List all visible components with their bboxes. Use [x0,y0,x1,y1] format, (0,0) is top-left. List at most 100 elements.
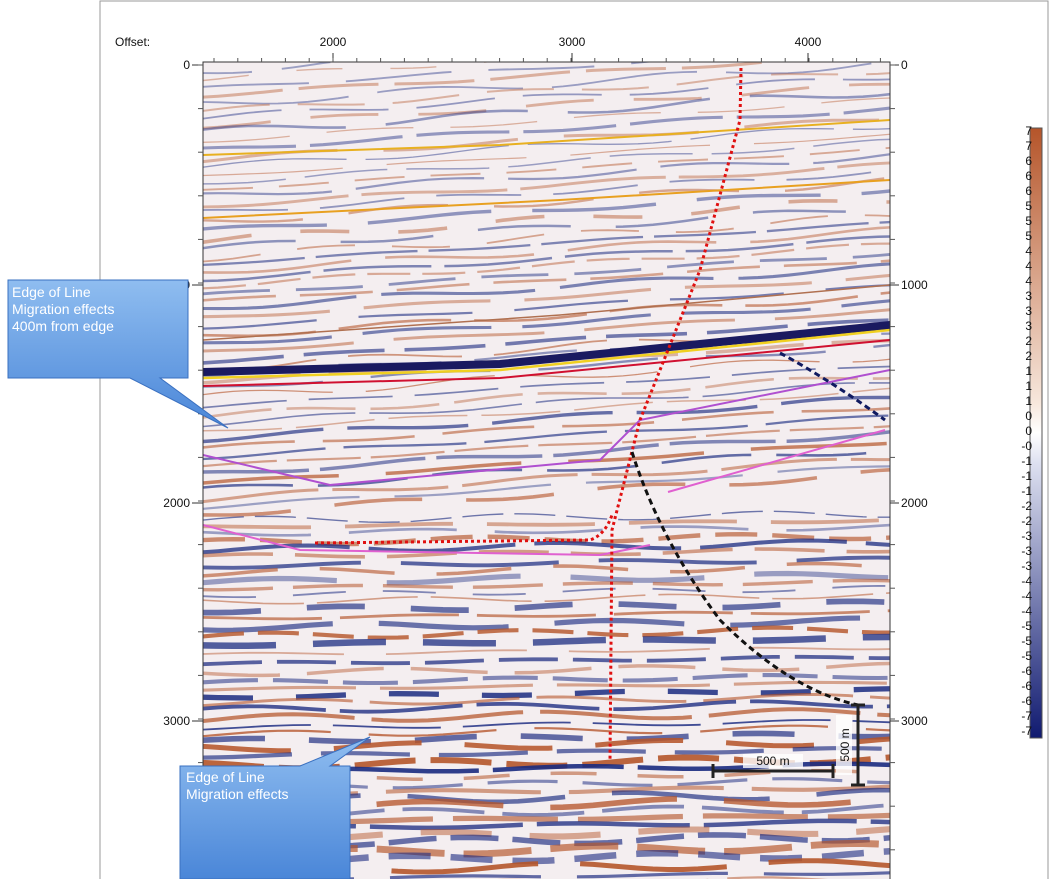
reflector [203,661,890,678]
callout-text: Migration effects [12,301,114,317]
callout-text: 400m from edge [12,318,114,334]
colorbar-label: -3 [1021,559,1032,573]
y-tick-label: 0 [183,58,190,72]
reflector [203,646,890,656]
colorbar-label: -7 [1021,724,1032,738]
colorbar-label: -1 [1021,454,1032,468]
callout-1 [7,279,229,429]
colorbar-label: 0 [1025,424,1032,438]
colorbar-label: 2 [1025,334,1032,348]
reflector [203,518,890,530]
colorbar-label: -3 [1021,529,1032,543]
colorbar-label: 1 [1025,394,1032,408]
colorbar-label: 3 [1025,304,1032,318]
reflector [203,736,890,754]
colorbar-label: -5 [1021,649,1032,663]
reflector [203,214,890,263]
colorbar-label: -6 [1021,694,1032,708]
colorbar-label: -6 [1021,679,1032,693]
reflector [203,523,890,537]
reflector [203,209,890,250]
reflector [203,92,890,131]
reflector [203,654,890,667]
x-tick-label: 4000 [795,35,822,49]
colorbar [1029,127,1043,739]
colorbar-label: 2 [1025,349,1032,363]
reflector [203,510,890,524]
colorbar-label: 7 [1025,139,1032,153]
callout-2 [179,736,371,879]
reflector [203,127,890,168]
reflector [203,395,890,444]
reflector [203,633,890,649]
reflector [203,609,890,621]
reflector [203,106,890,150]
reflector [203,376,890,419]
reflector [203,457,890,504]
y2-tick-label: 0 [901,58,908,72]
reflector [203,547,890,559]
reflector [203,592,890,605]
y-tick-label: 2000 [163,496,190,510]
reflector [203,242,890,290]
reflector [203,724,890,738]
reflector [203,273,890,319]
reflector [203,365,890,409]
x-tick-label: 3000 [559,35,586,49]
colorbar-label: -1 [1021,469,1032,483]
colorbar-label: -6 [1021,664,1032,678]
reflector [203,291,890,338]
reflector [203,235,890,283]
reflector [203,598,890,616]
reflector [203,189,890,231]
reflector [203,449,890,489]
colorbar-label: -1 [1021,484,1032,498]
reflector [496,876,829,879]
colorbar-label: 6 [1025,154,1032,168]
callout-text: Migration effects [186,786,288,802]
colorbar-label: -0 [1021,439,1032,453]
callout-text: Edge of Line [12,284,91,300]
vertical-scale-label: 500 m [838,728,852,761]
colorbar-label: 4 [1025,259,1032,273]
colorbar-label: -2 [1021,514,1032,528]
colorbar-label: -5 [1021,634,1032,648]
colorbar-label: 0 [1025,409,1032,423]
reflector [203,308,890,353]
reflector [203,699,890,714]
colorbar-label: 5 [1025,199,1032,213]
y2-tick-label: 3000 [901,714,928,728]
reflector [203,538,890,555]
reflector [203,680,890,692]
reflector [203,82,890,130]
reflector [203,578,890,592]
y-tick-label: 3000 [163,714,190,728]
colorbar-label: -4 [1021,604,1032,618]
y2-tick-label: 1000 [901,278,928,292]
plot-border [202,61,891,879]
reflector [203,673,890,686]
colorbar-label: -3 [1021,544,1032,558]
reflector [203,198,890,244]
reflector [203,570,890,586]
reflector [203,220,890,267]
reflector [203,299,890,345]
colorbar-label: 7 [1025,124,1032,138]
reflector [203,615,890,633]
colorbar-label: 6 [1025,169,1032,183]
reflector [203,62,340,75]
reflector [203,259,890,302]
reflector [203,692,890,708]
reflector [203,812,890,825]
x-axis-label: Offset: [115,35,150,49]
reflector [203,707,890,723]
reflector [203,465,890,510]
colorbar-label: 4 [1025,274,1032,288]
reflector [203,146,890,191]
reflector [203,133,890,177]
colorbar-label: 1 [1025,379,1032,393]
colorbar-label: -2 [1021,499,1032,513]
x-tick-label: 2000 [320,35,347,49]
callout-text: Edge of Line [186,769,265,785]
reflector [203,153,890,196]
